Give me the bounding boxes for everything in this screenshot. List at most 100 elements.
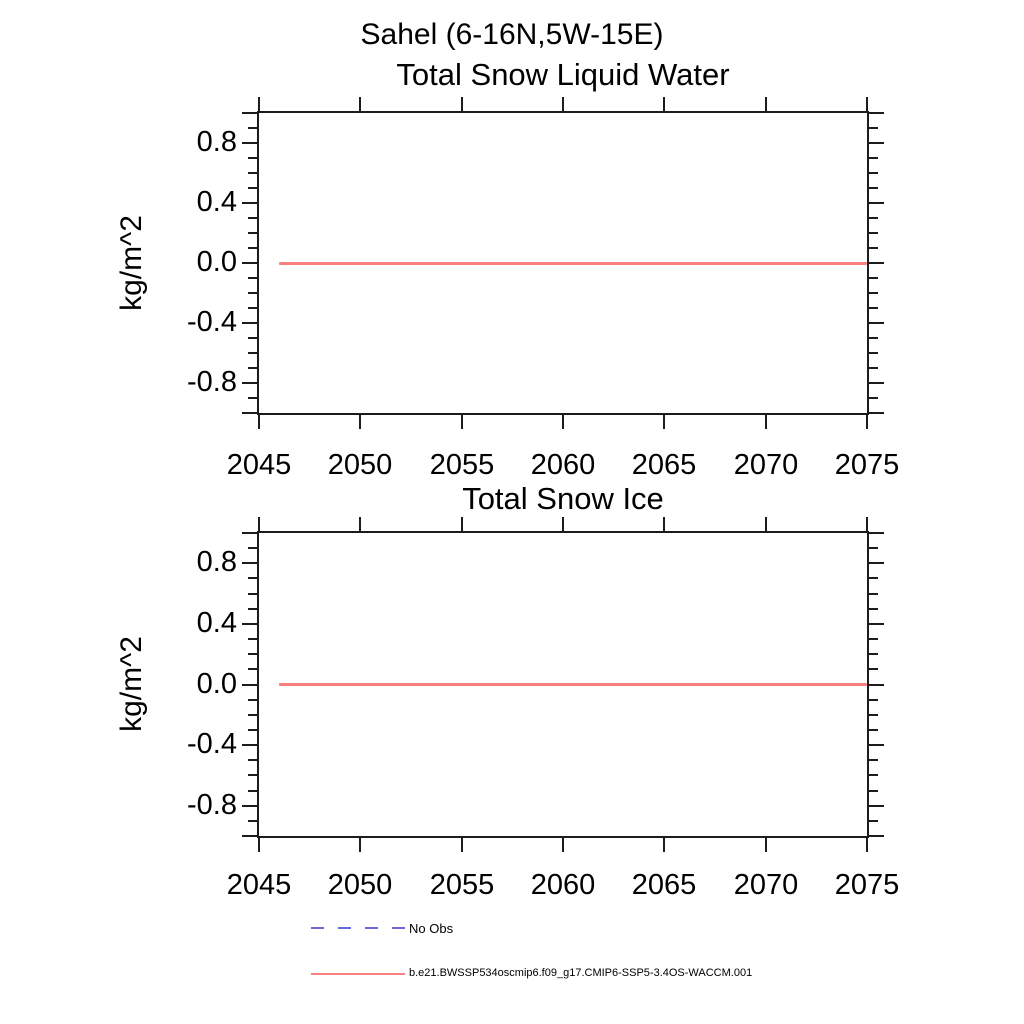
x-major-tick — [461, 415, 463, 429]
y-tick-label: 0.4 — [196, 186, 237, 218]
y-minor-tick — [248, 292, 257, 294]
legend-label-model-run: b.e21.BWSSP534oscmip6.f09_g17.CMIP6-SSP5… — [409, 967, 753, 979]
y-minor-tick — [869, 337, 878, 339]
y-minor-tick — [248, 337, 257, 339]
y-minor-tick — [248, 247, 257, 249]
model-series-line — [279, 683, 867, 686]
y-minor-tick — [869, 820, 878, 822]
y-edge-tick — [242, 412, 257, 414]
y-minor-tick — [248, 820, 257, 822]
x-major-tick — [359, 838, 361, 852]
x-tick-label: 2065 — [631, 449, 697, 481]
x-major-tick — [562, 838, 564, 852]
y-minor-tick — [869, 187, 878, 189]
y-minor-tick — [248, 232, 257, 234]
x-major-tick — [562, 97, 564, 111]
x-major-tick — [663, 517, 665, 531]
x-tick-label: 2055 — [429, 449, 495, 481]
x-major-tick — [866, 97, 868, 111]
x-tick-label: 2050 — [327, 449, 393, 481]
y-edge-tick — [869, 112, 884, 114]
y-tick-label: -0.8 — [187, 789, 237, 821]
y-major-tick — [869, 684, 884, 686]
y-minor-tick — [248, 759, 257, 761]
model-series-line — [279, 261, 867, 265]
y-tick-label: 0.4 — [196, 607, 237, 639]
y-major-tick — [869, 142, 884, 144]
y-minor-tick — [869, 307, 878, 309]
x-tick-label: 2045 — [226, 869, 292, 901]
x-major-tick — [562, 415, 564, 429]
x-tick-label: 2070 — [733, 869, 799, 901]
y-minor-tick — [869, 397, 878, 399]
x-major-tick — [359, 517, 361, 531]
x-major-tick — [765, 838, 767, 852]
y-major-tick — [869, 805, 884, 807]
y-minor-tick — [869, 172, 878, 174]
x-tick-label: 2065 — [631, 869, 697, 901]
y-minor-tick — [869, 157, 878, 159]
y-minor-tick — [869, 774, 878, 776]
y-minor-tick — [248, 729, 257, 731]
y-major-tick — [242, 623, 257, 625]
y-major-tick — [242, 382, 257, 384]
y-minor-tick — [869, 638, 878, 640]
y-major-tick — [869, 262, 884, 264]
y-minor-tick — [869, 367, 878, 369]
x-major-tick — [562, 517, 564, 531]
y-minor-tick — [248, 307, 257, 309]
y-tick-label: -0.4 — [187, 728, 237, 760]
x-major-tick — [866, 838, 868, 852]
y-minor-tick — [248, 593, 257, 595]
x-major-tick — [461, 838, 463, 852]
legend-no-obs-line-swatch — [311, 927, 405, 929]
x-major-tick — [866, 415, 868, 429]
x-tick-label: 2075 — [834, 869, 900, 901]
legend-label-no-obs: No Obs — [409, 921, 454, 936]
x-tick-label: 2075 — [834, 449, 900, 481]
chart1-title: Total Snow Liquid Water — [396, 57, 730, 92]
y-minor-tick — [869, 608, 878, 610]
x-major-tick — [663, 838, 665, 852]
y-minor-tick — [248, 157, 257, 159]
x-tick-label: 2050 — [327, 869, 393, 901]
y-edge-tick — [869, 532, 884, 534]
y-minor-tick — [869, 577, 878, 579]
y-minor-tick — [869, 714, 878, 716]
y-minor-tick — [869, 232, 878, 234]
figure-title: Sahel (6-16N,5W-15E) — [360, 18, 664, 51]
y-minor-tick — [248, 608, 257, 610]
y-minor-tick — [869, 759, 878, 761]
x-tick-label: 2055 — [429, 869, 495, 901]
y-minor-tick — [869, 247, 878, 249]
y-minor-tick — [248, 172, 257, 174]
y-tick-label: 0.8 — [196, 126, 237, 158]
y-minor-tick — [248, 217, 257, 219]
y-minor-tick — [869, 593, 878, 595]
y-minor-tick — [248, 127, 257, 129]
y-major-tick — [242, 744, 257, 746]
y-major-tick — [242, 322, 257, 324]
y-major-tick — [242, 142, 257, 144]
x-major-tick — [258, 97, 260, 111]
y-tick-label: 0.0 — [196, 668, 237, 700]
y-major-tick — [242, 202, 257, 204]
x-major-tick — [461, 97, 463, 111]
x-tick-label: 2070 — [733, 449, 799, 481]
chart1-plot-area — [257, 111, 869, 415]
y-tick-label: -0.8 — [187, 366, 237, 398]
y-major-tick — [242, 562, 257, 564]
y-minor-tick — [248, 653, 257, 655]
x-major-tick — [258, 517, 260, 531]
y-major-tick — [869, 623, 884, 625]
y-minor-tick — [248, 699, 257, 701]
y-minor-tick — [869, 547, 878, 549]
y-major-tick — [869, 202, 884, 204]
y-minor-tick — [248, 367, 257, 369]
y-major-tick — [242, 805, 257, 807]
y-minor-tick — [248, 774, 257, 776]
x-major-tick — [359, 415, 361, 429]
y-edge-tick — [242, 112, 257, 114]
y-minor-tick — [248, 397, 257, 399]
